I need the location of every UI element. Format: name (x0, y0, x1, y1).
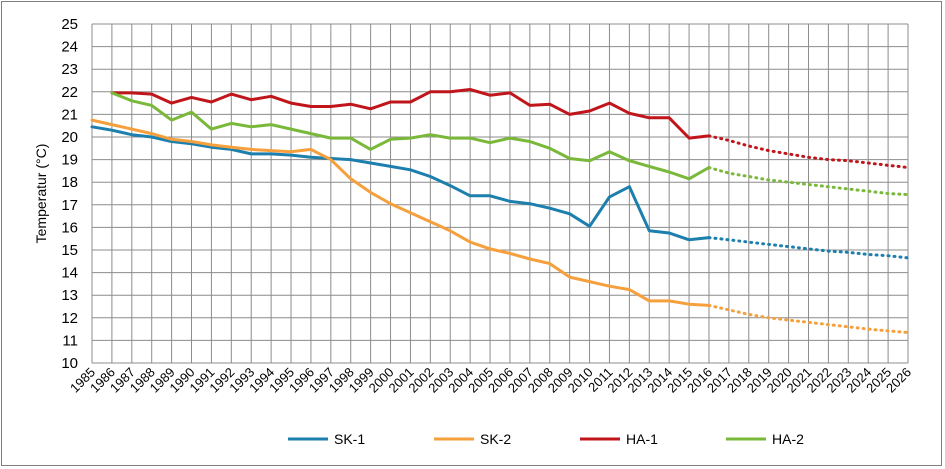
y-tick-label: 11 (62, 332, 78, 349)
series-line-projected (707, 303, 910, 334)
y-tick-label: 25 (61, 16, 78, 33)
legend-label: SK-2 (480, 431, 511, 447)
series-line-observed (90, 118, 711, 307)
series-line-projected (707, 134, 910, 169)
series-line-observed (90, 125, 711, 242)
y-tick-label: 23 (61, 61, 78, 78)
legend: SK-1 SK-2 HA-1 HA-2 (288, 431, 804, 447)
y-tick-label: 15 (61, 242, 78, 259)
y-tick-label: 13 (61, 287, 78, 304)
legend-label: SK-1 (334, 431, 365, 447)
series-line-projected (707, 236, 910, 260)
series-ha-1 (110, 88, 910, 169)
y-tick-label: 21 (61, 106, 78, 123)
y-tick-label: 12 (61, 310, 78, 327)
series-ha-2 (110, 91, 910, 197)
y-tick-label: 17 (61, 197, 78, 214)
y-tick-label: 19 (61, 152, 78, 169)
legend-label: HA-1 (626, 431, 658, 447)
legend-label: HA-2 (772, 431, 804, 447)
y-tick-label: 18 (61, 174, 78, 191)
y-tick-label: 16 (61, 219, 78, 236)
y-axis: 10 11 12 13 14 15 16 17 18 19 20 21 22 23 24 25 (61, 16, 78, 372)
x-axis: 1985198619871988198919901991199219931994… (67, 365, 914, 396)
y-tick-label: 20 (61, 129, 78, 146)
y-tick-label: 14 (61, 265, 78, 282)
y-tick-label: 10 (61, 355, 78, 372)
series-sk-2 (90, 118, 910, 334)
series-line-projected (707, 166, 910, 197)
gridlines (91, 23, 909, 364)
series-sk-1 (90, 125, 910, 260)
series-line-observed (110, 91, 711, 181)
y-tick-label: 24 (61, 39, 78, 56)
series-line-observed (110, 88, 711, 140)
y-tick-label: 22 (61, 84, 78, 101)
y-axis-label: Temperatur (°C) (33, 144, 49, 244)
